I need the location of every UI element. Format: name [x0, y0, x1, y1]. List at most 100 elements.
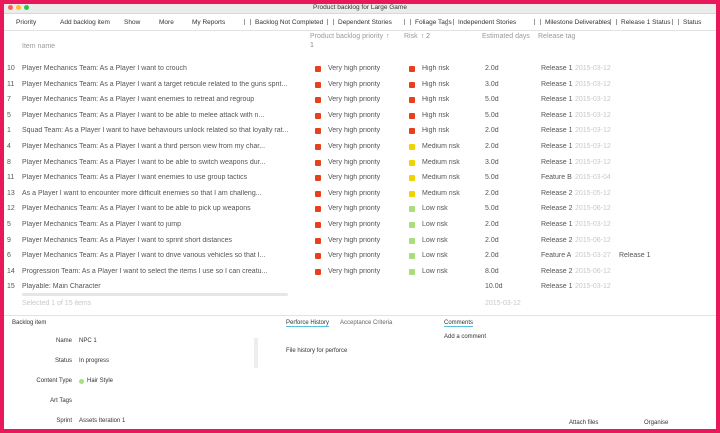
toolbar-button[interactable]: Show: [124, 19, 140, 26]
priority-label: Very high priority: [328, 65, 381, 72]
column-header[interactable]: Risk ↑ 2: [404, 32, 474, 41]
item-name: Player Mechanics Team: As a Player I wan…: [22, 80, 288, 88]
table-row[interactable]: 15 Playable: Main Character 10.0d Release 1…: [4, 279, 716, 295]
table-row[interactable]: 11 Player Mechanics Team: As a Player I w…: [4, 77, 716, 93]
window-title: Product backlog for Large Game: [313, 4, 407, 11]
table-row[interactable]: 14 Progression Team: As a Player I want t…: [4, 264, 716, 280]
toolbar-button[interactable]: More: [159, 19, 174, 26]
table-row[interactable]: 6 Player Mechanics Team: As a Player I wa…: [4, 248, 716, 264]
toolbar-button[interactable]: Release 1 Status: [610, 19, 671, 26]
table-row[interactable]: 5 Player Mechanics Team: As a Player I wa…: [4, 108, 716, 124]
risk-marker: [409, 144, 415, 150]
estimated-days: 2.0d: [485, 236, 499, 244]
estimated-days: 2.0d: [485, 127, 499, 135]
risk-label: Medium risk: [422, 189, 460, 197]
summary-date: 2015-03-12: [485, 300, 521, 307]
field-value[interactable]: NPC 1: [79, 338, 97, 344]
header-label: Risk: [404, 33, 418, 40]
estimated-days: 5.0d: [485, 111, 499, 119]
priority-marker: [315, 144, 321, 150]
priority-marker: [315, 159, 321, 166]
release-tag: Release 1: [541, 127, 573, 135]
history-tab[interactable]: Acceptance Criteria: [340, 320, 393, 326]
table-row[interactable]: 7 Player Mechanics Team: As a Player I wa…: [4, 92, 716, 108]
release-tag: Release 1: [541, 283, 573, 291]
table-row[interactable]: 10 Player Mechanics Team: As a Player I w…: [4, 61, 716, 77]
sort-indicator: ↑ 2: [420, 33, 430, 40]
risk-marker: [409, 222, 415, 228]
item-name: Player Mechanics Team: As a Player I wan…: [22, 158, 266, 166]
risk-marker: [409, 112, 415, 119]
risk-label: Low risk: [422, 205, 448, 213]
table-row[interactable]: 11 Player Mechanics Team: As a Player I w…: [4, 170, 716, 186]
release-tag: Release 2: [541, 236, 573, 244]
estimated-days: 2.0d: [485, 65, 499, 72]
toolbar-button[interactable]: Backlog Not Completed: [244, 19, 323, 26]
release-date: 2015-03-12: [575, 283, 611, 291]
field-label: Art Tags: [50, 398, 72, 404]
priority-label: Very high priority: [328, 267, 381, 275]
release-date: 2015-03-12: [575, 80, 611, 88]
risk-marker: [409, 175, 415, 182]
toolbar-label: Release 1 Status: [621, 19, 671, 26]
action-button[interactable]: Organise: [644, 420, 669, 426]
toolbar-button[interactable]: Dependent Stories: [327, 19, 392, 26]
estimated-days: 5.0d: [485, 174, 499, 182]
priority-marker: [315, 97, 321, 104]
toolbar-button[interactable]: My Reports: [192, 19, 225, 26]
toolbar-label: Backlog Not Completed: [255, 19, 324, 26]
comment-input[interactable]: Add a comment: [444, 334, 487, 340]
toolbar-button[interactable]: Status: [672, 19, 701, 26]
zoom-button[interactable]: [24, 5, 29, 10]
toolbar-button[interactable]: Independent Stories: [447, 19, 516, 26]
header-label: Release tag: [538, 33, 576, 40]
action-button[interactable]: Attach files: [569, 420, 599, 426]
table-row[interactable]: 4 Player Mechanics Team: As a Player I wa…: [4, 139, 716, 155]
priority-label: Very high priority: [328, 80, 381, 88]
comments-tab[interactable]: Comments: [444, 320, 474, 327]
toolbar-button[interactable]: Milestone Deliverables: [534, 19, 610, 26]
toolbar-label: Milestone Deliverables: [545, 19, 611, 26]
toolbar-button[interactable]: Priority: [16, 19, 36, 26]
priority-label: Very high priority: [328, 236, 381, 244]
column-header[interactable]: Release tag: [538, 32, 598, 41]
column-header[interactable]: Item name: [22, 42, 222, 51]
table-row[interactable]: 9 Player Mechanics Team: As a Player I wa…: [4, 233, 716, 249]
table-row[interactable]: 5 Player Mechanics Team: As a Player I wa…: [4, 217, 716, 233]
estimated-days: 2.0d: [485, 221, 499, 228]
release-tag: Release 1: [541, 111, 573, 119]
priority-label: Very high priority: [328, 96, 381, 104]
priority-label: Very high priority: [328, 189, 381, 197]
estimated-days: 2.0d: [485, 189, 499, 197]
history-tab[interactable]: Perforce History: [286, 320, 330, 327]
toolbar-button[interactable]: Add backlog item: [60, 19, 110, 26]
table-row[interactable]: 8 Player Mechanics Team: As a Player I wa…: [4, 155, 716, 171]
column-header[interactable]: Estimated days: [482, 32, 532, 41]
priority-label: Very high priority: [328, 221, 381, 228]
field-value[interactable]: In progress: [79, 358, 110, 364]
field-value[interactable]: Assets Iteration 1: [79, 418, 126, 424]
priority-label: Very high priority: [328, 127, 381, 135]
table-row[interactable]: 1 Squad Team: As a Player I want to have …: [4, 123, 716, 139]
item-name: Player Mechanics Team: As a Player I wan…: [22, 65, 187, 72]
table-row[interactable]: 12 Player Mechanics Team: As a Player I w…: [4, 201, 716, 217]
tag-marker: [79, 379, 84, 384]
toolbar-button[interactable]: Foliage Tags: [404, 19, 452, 26]
toolbar-label: Show: [124, 19, 141, 26]
field-value[interactable]: Hair Style: [87, 378, 114, 384]
table-row[interactable]: 13 As a Player I want to encounter more d…: [4, 186, 716, 202]
release-tag: Release 1: [541, 80, 573, 88]
header-label: Item name: [22, 43, 56, 50]
priority-marker: [315, 128, 321, 135]
minimize-button[interactable]: [16, 5, 21, 10]
toolbar-label: Status: [683, 19, 702, 26]
toolbar-label: More: [159, 19, 174, 26]
priority-marker: [315, 253, 321, 260]
selection-status: Selected 1 of 15 items: [22, 300, 92, 307]
estimated-days: 10.0d: [485, 283, 503, 291]
priority-label: Very high priority: [328, 158, 381, 166]
close-button[interactable]: [8, 5, 13, 10]
toolbar-label: Independent Stories: [458, 19, 517, 26]
risk-marker: [409, 128, 415, 135]
column-header[interactable]: Product backlog priority ↑ 1: [310, 32, 390, 50]
